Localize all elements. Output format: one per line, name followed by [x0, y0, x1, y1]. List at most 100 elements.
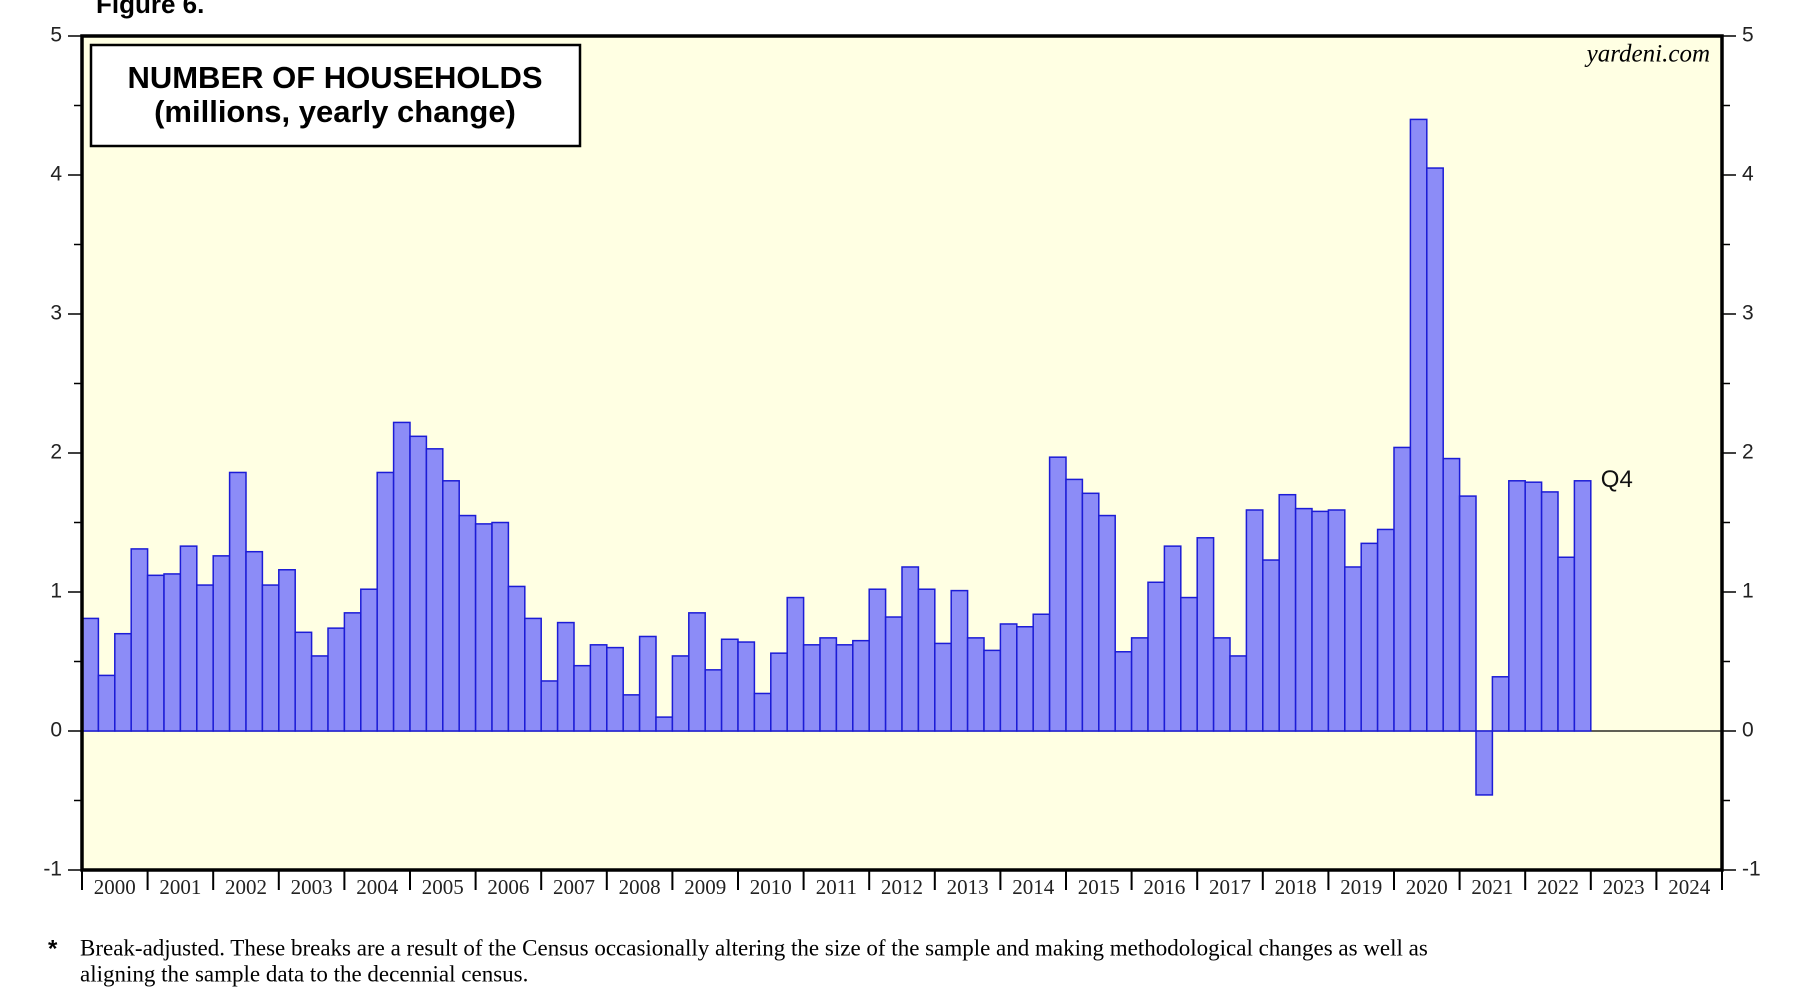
- bar: [1147, 581, 1166, 732]
- bar: [491, 521, 510, 732]
- y-tick-label: 3: [50, 302, 62, 325]
- y-tick-label: -1: [43, 858, 62, 881]
- bar: [1065, 478, 1084, 732]
- x-tick-label: 2000: [94, 875, 136, 899]
- x-tick-label: 2019: [1340, 875, 1382, 899]
- bar: [704, 669, 723, 732]
- bar: [999, 623, 1018, 732]
- bar: [720, 638, 739, 732]
- bar: [97, 674, 116, 732]
- x-tick-label: 2011: [816, 875, 857, 899]
- bar: [835, 644, 854, 732]
- bar: [1245, 509, 1264, 732]
- bar: [622, 694, 641, 732]
- x-tick-label: 2007: [553, 875, 595, 899]
- annotation: Q4: [1601, 466, 1633, 493]
- y-tick-label: 5: [50, 24, 62, 47]
- y-tick-label-right: 0: [1742, 719, 1754, 742]
- bar: [638, 635, 657, 732]
- bar: [474, 523, 493, 732]
- y-tick-label-right: 5: [1742, 24, 1754, 47]
- bar: [1311, 510, 1330, 732]
- bar: [1540, 491, 1559, 732]
- bar: [917, 588, 936, 732]
- bar: [1098, 514, 1116, 732]
- bar: [966, 637, 985, 732]
- bar: [1557, 556, 1576, 732]
- bar: [310, 655, 329, 732]
- x-tick-label: 2014: [1012, 875, 1055, 899]
- x-tick-label: 2020: [1406, 875, 1448, 899]
- y-tick-label: 2: [50, 441, 62, 464]
- y-tick-label: 4: [50, 163, 62, 186]
- bar: [1458, 495, 1477, 732]
- x-tick-label: 2009: [684, 875, 726, 899]
- bar: [1262, 559, 1280, 732]
- bar: [852, 639, 870, 732]
- bar: [376, 471, 395, 732]
- bar: [753, 692, 772, 732]
- bar: [442, 480, 460, 732]
- bar: [1048, 456, 1067, 732]
- x-tick-label: 2015: [1078, 875, 1120, 899]
- bar: [655, 716, 674, 732]
- bar: [327, 627, 346, 732]
- bar: [1376, 528, 1395, 732]
- bar: [934, 642, 952, 732]
- bar: [114, 632, 132, 732]
- footnote-marker: *: [48, 935, 58, 962]
- x-tick-label: 2013: [947, 875, 989, 899]
- bar: [737, 641, 756, 732]
- bar: [278, 569, 296, 732]
- bar: [524, 617, 542, 732]
- x-tick-label: 2024: [1668, 875, 1711, 899]
- bar: [1475, 730, 1494, 796]
- y-tick-label-right: -1: [1742, 858, 1761, 881]
- x-tick-label: 2017: [1209, 875, 1251, 899]
- bar: [1229, 655, 1248, 732]
- footnote: aligning the sample data to the decennia…: [80, 961, 528, 986]
- bar: [1016, 626, 1034, 732]
- x-tick-label: 2018: [1275, 875, 1317, 899]
- bar: [868, 588, 887, 732]
- bar: [884, 616, 903, 732]
- bar: [786, 596, 805, 732]
- figure-label: Figure 6.: [96, 0, 204, 19]
- bar: [409, 435, 428, 732]
- bar: [1327, 509, 1346, 732]
- bar: [146, 574, 165, 732]
- bar: [1409, 118, 1428, 732]
- bar: [1114, 651, 1133, 732]
- bar: [1180, 596, 1198, 732]
- bar: [556, 621, 575, 732]
- y-tick-label-right: 4: [1742, 163, 1754, 186]
- bar: [212, 555, 231, 732]
- bar: [770, 652, 788, 732]
- y-tick-label: 1: [50, 580, 62, 603]
- bar: [130, 548, 149, 732]
- x-tick-label: 2002: [225, 875, 267, 899]
- bar: [1081, 492, 1100, 732]
- y-tick-label-right: 1: [1742, 580, 1754, 603]
- bar: [179, 545, 198, 732]
- bar: [1278, 493, 1297, 732]
- bar: [360, 588, 378, 732]
- bar: [983, 649, 1002, 732]
- bar: [81, 617, 100, 732]
- bar: [540, 680, 559, 732]
- bar: [1442, 457, 1461, 732]
- bar: [1426, 167, 1444, 732]
- plot-frame: [80, 34, 1724, 872]
- bar: [819, 637, 838, 732]
- x-tick-label: 2023: [1603, 875, 1645, 899]
- chart-subtitle: (millions, yearly change): [154, 94, 516, 129]
- bar: [671, 655, 690, 732]
- x-tick-label: 2012: [881, 875, 923, 899]
- source: yardeni.com: [1584, 41, 1710, 68]
- bar: [802, 644, 821, 732]
- bar: [228, 471, 247, 732]
- y-tick-label: 0: [50, 719, 62, 742]
